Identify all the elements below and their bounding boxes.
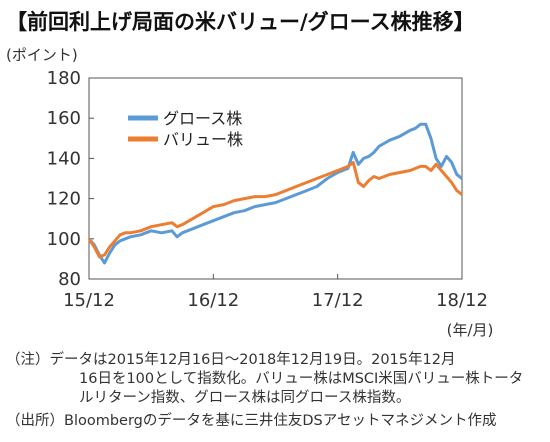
y-tick-label: 160: [47, 108, 81, 129]
source-line: （出所）Bloombergのデータを基に三井住友DSアセットマネジメント作成: [6, 413, 497, 429]
x-tick-label: 15/12: [63, 290, 115, 311]
y-tick-label: 180: [47, 68, 81, 89]
chart-series: [87, 122, 463, 265]
chart-axes: 80 100 120 140 160 180 15/12 16/12 17/12 18/12: [47, 68, 488, 311]
x-unit-label: (年/月): [447, 321, 494, 339]
note-line-3: ルリターン指数、グロース株は同グロース株指数。: [79, 390, 411, 406]
page-title: 【前回利上げ局面の米バリュー/グロース株推移】: [6, 10, 475, 34]
y-tick-label: 80: [58, 269, 81, 290]
y-tick-label: 100: [47, 229, 81, 250]
x-tick-label: 18/12: [436, 290, 488, 311]
note-line-2: 16日を100として指数化。バリュー株はMSCI米国バリュー株トータ: [79, 371, 524, 387]
legend-label: バリュー株: [163, 130, 243, 149]
x-tick-label: 17/12: [312, 290, 364, 311]
series-line-value: [87, 160, 463, 259]
plot-frame: [88, 77, 463, 280]
note-line-1: （注）データは2015年12月16日～2018年12月19日。2015年12月: [6, 352, 456, 368]
y-tick-label: 140: [47, 148, 81, 169]
y-unit-label: (ポイント): [6, 46, 78, 64]
x-tick-label: 16/12: [187, 290, 239, 311]
y-tick-label: 120: [47, 189, 81, 210]
line-chart: 80 100 120 140 160 180 15/12 16/12 17/12 18/12 グロ…: [47, 68, 494, 339]
series-line-growth: [87, 122, 463, 265]
legend-label: グロース株: [163, 109, 242, 128]
